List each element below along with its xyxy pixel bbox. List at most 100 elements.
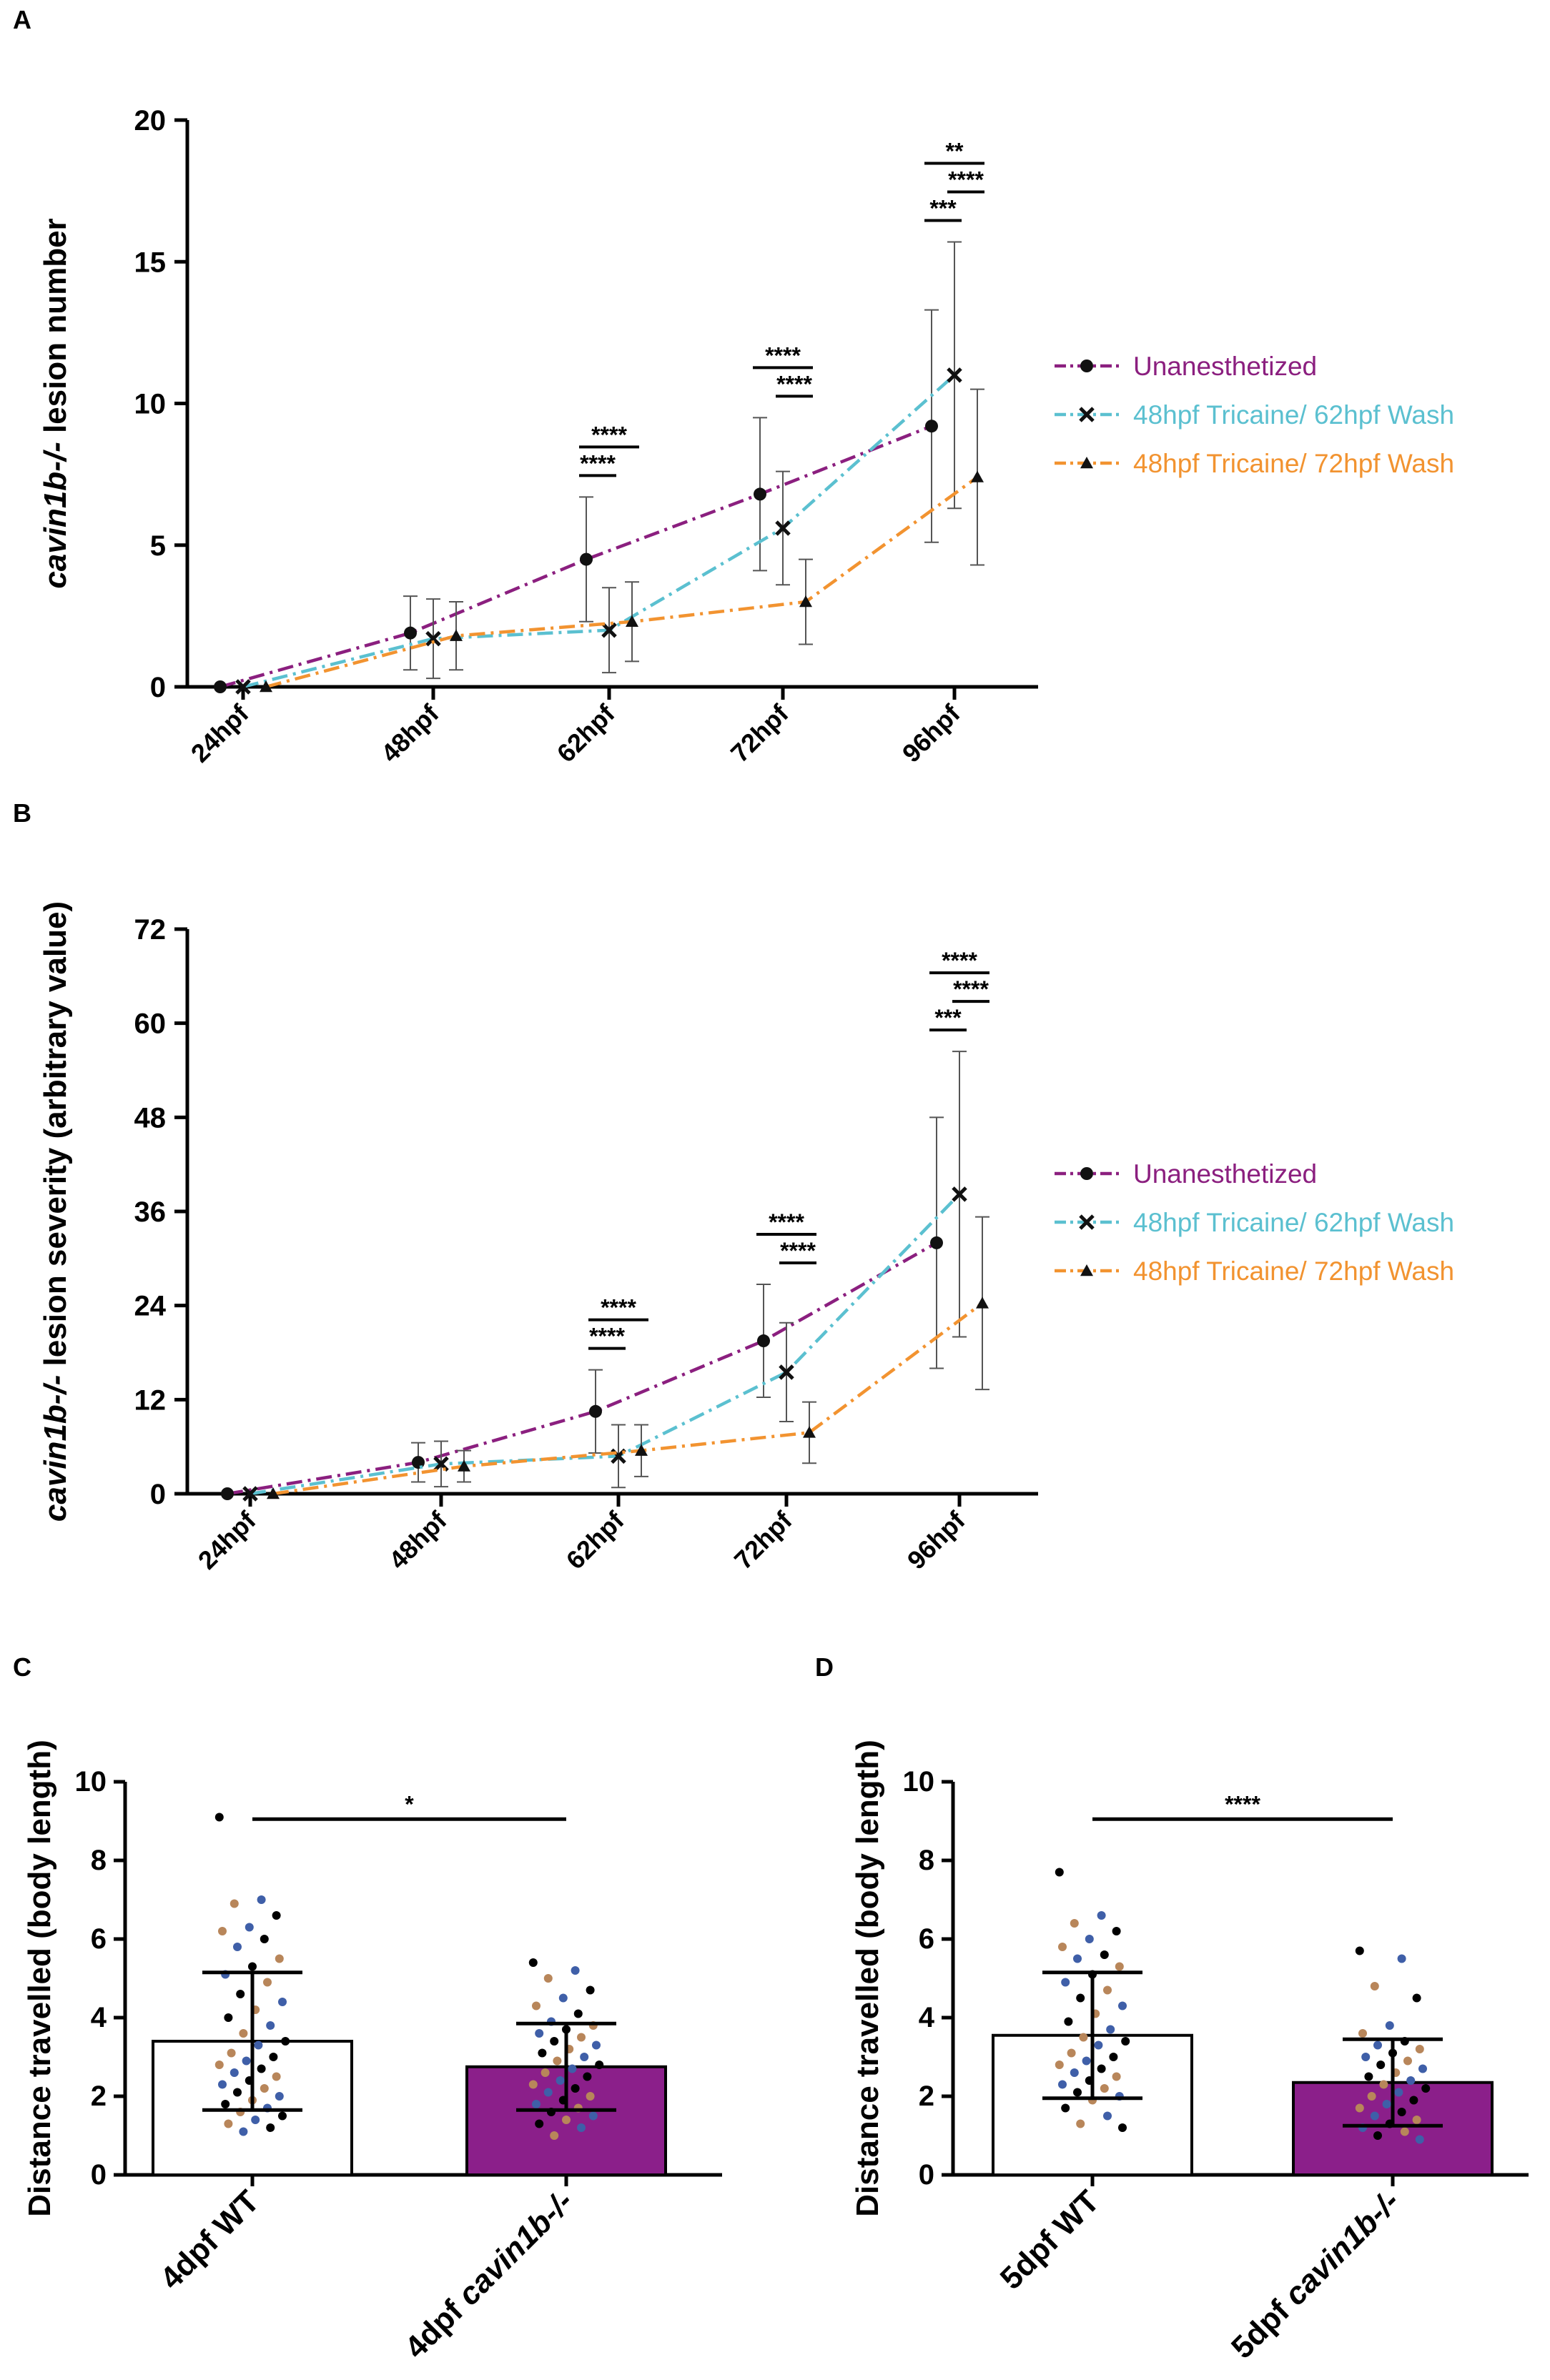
data-point <box>281 2037 290 2046</box>
marker-triangle <box>1080 1264 1093 1276</box>
x-tick-label-plain: 4dpf WT <box>154 2183 266 2296</box>
legend-label: Unanesthetized <box>1133 352 1317 381</box>
data-point <box>1055 2061 1064 2069</box>
significance-label: * <box>405 1791 414 1817</box>
y-tick-label: 8 <box>919 1845 934 1876</box>
y-tick-label: 48 <box>134 1102 167 1134</box>
x-tick-label: 48hpf <box>375 698 445 768</box>
marker-circle <box>930 1236 943 1249</box>
marker-circle <box>757 1334 770 1348</box>
data-point <box>229 2068 239 2077</box>
data-point <box>1370 2111 1379 2121</box>
series-line <box>227 1241 938 1496</box>
legend-label: 48hpf Tricaine/ 62hpf Wash <box>1133 1208 1454 1237</box>
panel-letter-b: B <box>13 798 31 828</box>
data-point <box>221 2100 230 2108</box>
data-point <box>1109 2053 1118 2061</box>
data-point <box>1355 2103 1364 2113</box>
legend-label: Unanesthetized <box>1133 1159 1317 1189</box>
data-point <box>577 2123 586 2132</box>
data-point <box>586 1985 595 1995</box>
marker-x <box>242 1486 258 1502</box>
data-point <box>1112 1927 1121 1935</box>
data-point <box>550 2131 559 2140</box>
y-tick-label: 0 <box>150 1479 166 1510</box>
data-point <box>586 2092 595 2101</box>
x-tick-label: 24hpf <box>192 1505 262 1575</box>
data-point <box>278 2111 287 2121</box>
y-tick-label: 8 <box>91 1845 107 1876</box>
x-tick-label: 48hpf <box>383 1505 453 1575</box>
data-point <box>233 1943 242 1951</box>
data-point <box>1415 2135 1424 2144</box>
chart-panel-c: 0 2 4 6 8 10 Distance travelled (body length) 4… <box>22 1740 722 2366</box>
data-point <box>532 2001 540 2010</box>
data-point <box>1355 1946 1364 1955</box>
data-point <box>1118 2001 1127 2010</box>
marker-circle <box>1080 360 1093 372</box>
data-point <box>1100 2084 1109 2093</box>
data-point <box>588 2111 598 2121</box>
y-tick-label: 0 <box>91 2159 107 2191</box>
marker-circle <box>214 680 227 693</box>
data-point <box>266 2123 275 2132</box>
marker-circle <box>754 487 766 501</box>
data-point <box>543 2088 553 2097</box>
data-point <box>257 2064 266 2073</box>
data-point <box>218 2080 227 2089</box>
data-point <box>1103 1985 1112 1995</box>
x-tick-label: 72hpf <box>729 1505 799 1575</box>
data-point <box>278 1998 287 2006</box>
marker-circle <box>1080 1167 1093 1180</box>
data-point <box>571 2084 580 2093</box>
marker-circle <box>580 552 593 566</box>
data-point <box>260 1935 269 1943</box>
data-point <box>1112 2072 1121 2081</box>
y-tick-label: 2 <box>91 2081 107 2112</box>
x-tick-label: 72hpf <box>725 698 795 768</box>
data-point <box>272 1911 281 1920</box>
y-tick-label: 12 <box>134 1384 167 1416</box>
data-point <box>1412 1993 1421 2003</box>
data-point <box>595 2061 604 2069</box>
data-point <box>1373 2131 1382 2140</box>
data-point <box>1094 2041 1103 2050</box>
data-point <box>1079 2033 1088 2042</box>
marker-x <box>779 1364 794 1380</box>
data-point <box>1121 2037 1130 2046</box>
x-tick-label: 24hpf <box>185 698 255 768</box>
data-point <box>580 2053 589 2061</box>
marker-triangle <box>458 1459 470 1472</box>
y-tick-label: 4 <box>91 2002 107 2033</box>
y-tick-label: 72 <box>134 914 167 946</box>
marker-triangle <box>267 1487 280 1499</box>
data-point <box>540 2068 550 2077</box>
marker-triangle <box>635 1444 648 1456</box>
y-tick-label: 4 <box>919 2002 935 2033</box>
y-tick-label: 2 <box>919 2081 934 2112</box>
y-tick-label: 0 <box>919 2159 934 2191</box>
data-point <box>245 1923 254 1932</box>
data-point <box>1406 2076 1416 2085</box>
data-point <box>571 1966 580 1975</box>
x-tick-label: 5dpf cavin1b-/- <box>1225 2183 1406 2365</box>
marker-triangle <box>626 615 638 628</box>
data-point <box>233 2088 242 2097</box>
data-point <box>1385 2021 1394 2030</box>
series-line <box>219 425 932 689</box>
marker-triangle <box>976 1296 989 1309</box>
significance-label: **** <box>780 1238 816 1264</box>
chart-panel-b: 0 12 24 36 48 60 72 24hpf 48hpf 62hpf 72hpf 96hpf ca… <box>38 901 1454 1575</box>
x-tick-label-italic: cavin1b-/- <box>451 2183 580 2312</box>
marker-x <box>1079 407 1095 422</box>
data-point <box>263 1978 272 1987</box>
data-point <box>224 2013 233 2022</box>
x-tick-label: 4dpf cavin1b-/- <box>398 2183 580 2365</box>
x-tick-label: 4dpf WT <box>154 2183 266 2296</box>
y-tick-label: 5 <box>150 530 166 562</box>
data-point <box>1100 1950 1109 1959</box>
panel-letter-c: C <box>13 1652 31 1682</box>
significance-label: **** <box>776 371 812 397</box>
significance-label: **** <box>765 342 801 368</box>
y-axis-label: Distance travelled (body length) <box>22 1740 57 2216</box>
